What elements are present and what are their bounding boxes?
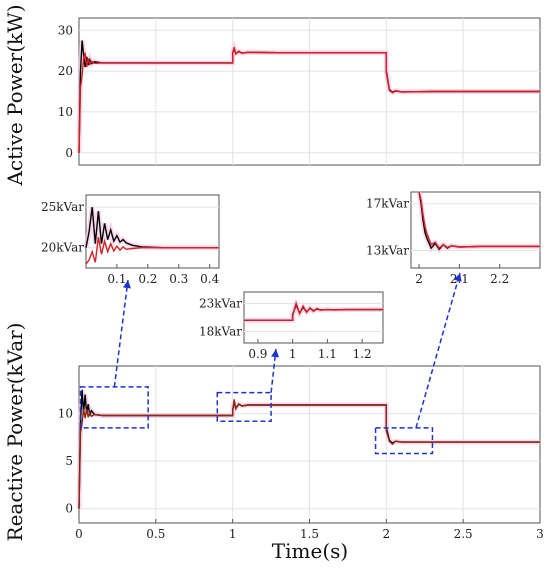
y-tick-label: 20kVar — [41, 241, 84, 255]
y-tick-label: 10 — [58, 105, 73, 119]
plot-frame — [243, 291, 384, 344]
x-tick-label: 0.5 — [146, 527, 165, 541]
x-tick-label: 0.9 — [248, 347, 267, 361]
zoom-arrow-1 — [113, 279, 129, 388]
y-tick-label: 25kVar — [41, 200, 84, 214]
x-tick-label: 2.2 — [490, 272, 509, 286]
x-tick-label: 1.2 — [353, 347, 372, 361]
series-line-q1 — [85, 207, 219, 249]
y-tick-label: 23kVar — [199, 296, 242, 310]
arrowhead-icon — [271, 349, 280, 358]
active-ylabel: Active Power(kW) — [3, 4, 27, 186]
x-tick-label: 2.5 — [454, 527, 473, 541]
y-tick-label: 30 — [58, 23, 73, 37]
x-tick-label: 0.4 — [200, 272, 219, 286]
x-tick-label: 1.5 — [300, 527, 319, 541]
arrowhead-icon — [123, 280, 131, 289]
x-tick-label: 2 — [415, 272, 423, 286]
y-tick-label: 10 — [58, 407, 73, 421]
plot-inset-1: 25kVar 20kVar 0.1 0.2 0.3 0.4 — [41, 194, 220, 286]
x-tick-label: 1 — [229, 527, 237, 541]
x-tick-label: 0 — [75, 527, 83, 541]
plot-frame — [410, 191, 541, 269]
x-tick-label: 3 — [536, 527, 544, 541]
series-line-q2 — [78, 399, 540, 509]
zoom-arrow-3 — [415, 272, 461, 429]
x-tick-label: 0.2 — [138, 272, 157, 286]
y-tick-label: 13kVar — [366, 243, 409, 257]
y-tick-label: 17kVar — [366, 197, 409, 211]
y-tick-label: 5 — [65, 454, 73, 468]
series-line-p2 — [78, 47, 540, 153]
y-tick-label: 0 — [65, 146, 73, 160]
series-line-q2 — [418, 191, 540, 250]
plot-reactive: 0 5 10 0 0.5 1 1.5 2 2.5 3 — [58, 365, 544, 541]
plot-active: 0 10 20 30 — [58, 17, 541, 166]
series-line-q2 — [85, 237, 219, 265]
arrowhead-icon — [453, 273, 462, 282]
reactive-ylabel: Reactive Power(kVar) — [3, 323, 27, 542]
series-line-q2 — [244, 300, 383, 321]
x-tick-label: 2 — [383, 527, 391, 541]
x-tick-label: 0.1 — [107, 272, 126, 286]
y-tick-label: 0 — [65, 502, 73, 516]
plot-inset-2: 23kVar 18kVar 0.9 1 1.1 1.2 — [199, 291, 384, 361]
x-tick-label: 1 — [289, 347, 297, 361]
y-tick-label: 20 — [58, 64, 73, 78]
x-tick-label: 0.3 — [169, 272, 188, 286]
zoom-box-2 — [216, 391, 272, 422]
x-tick-label: 1.1 — [318, 347, 337, 361]
reactive-xlabel: Time(s) — [272, 539, 348, 563]
y-tick-label: 18kVar — [199, 325, 242, 339]
zoom-box-3 — [374, 427, 434, 455]
